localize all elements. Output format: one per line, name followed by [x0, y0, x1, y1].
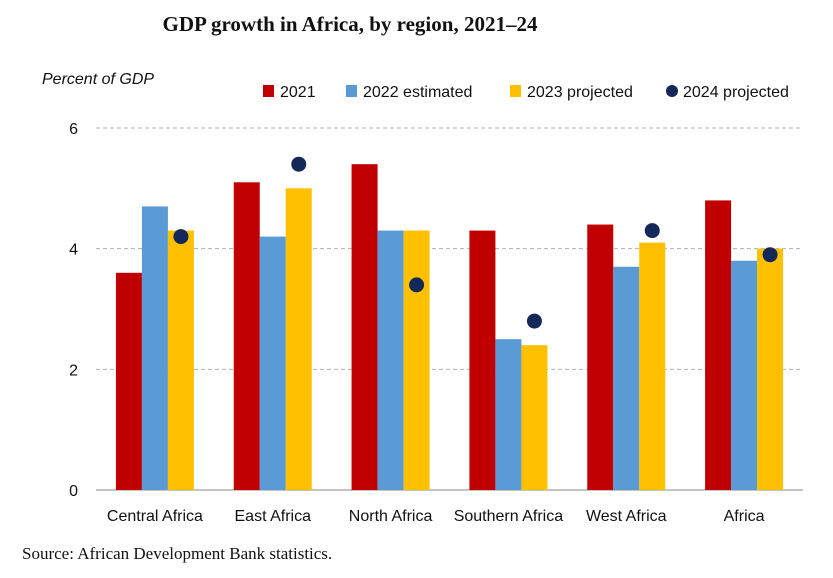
bar-2021	[587, 224, 614, 491]
bar-2021	[705, 200, 732, 490]
legend-swatch	[346, 85, 357, 97]
y-tick-labels: 0 2 4 6	[69, 121, 78, 500]
bar-2021	[115, 272, 142, 490]
x-tick-label: East Africa	[235, 508, 312, 525]
x-tick-label: West Africa	[586, 508, 667, 525]
bar-2022-estimated	[495, 339, 522, 490]
legend-swatch	[510, 85, 521, 97]
dot-2024-projected	[173, 229, 189, 245]
x-tick-label: Central Africa	[107, 508, 203, 525]
legend-swatch	[666, 85, 678, 97]
bars	[115, 164, 784, 491]
dot-2024-projected	[526, 313, 542, 329]
bar-2023-projected	[521, 345, 548, 490]
bar-2023-projected	[167, 230, 194, 491]
bar-2021	[351, 164, 378, 490]
dot-2024-projected	[644, 223, 660, 239]
x-tick-labels: Central Africa East Africa North Africa Sou…	[107, 508, 765, 525]
legend-label: 2022 estimated	[363, 84, 472, 101]
bar-2022-estimated	[731, 260, 758, 490]
bar-2021	[233, 182, 260, 491]
bar-2023-projected	[639, 242, 666, 490]
legend-label: 2023 projected	[527, 84, 633, 101]
source-note: Source: African Development Bank statist…	[22, 544, 333, 563]
y-tick-label: 2	[69, 362, 78, 379]
bar-2023-projected	[285, 188, 312, 491]
legend: 2021 2022 estimated 2023 projected 2024 pro…	[263, 84, 789, 101]
x-tick-label: Southern Africa	[454, 508, 564, 525]
bar-2022-estimated	[141, 206, 168, 490]
legend-label: 2021	[280, 84, 316, 101]
bar-2021	[469, 230, 496, 491]
y-tick-label: 4	[69, 242, 78, 259]
dot-2024-projected	[291, 156, 307, 172]
chart-title: GDP growth in Africa, by region, 2021–24	[162, 12, 538, 36]
y-axis-label: Percent of GDP	[42, 71, 154, 88]
markers-2024	[173, 156, 778, 329]
bar-2022-estimated	[613, 266, 640, 490]
bar-2022-estimated	[259, 236, 286, 490]
y-tick-label: 0	[69, 483, 78, 500]
dot-2024-projected	[762, 247, 778, 263]
legend-swatch	[263, 85, 274, 97]
bar-2022-estimated	[377, 230, 404, 491]
legend-label: 2024 projected	[683, 84, 789, 101]
y-tick-label: 6	[69, 121, 78, 138]
bar-2023-projected	[403, 230, 430, 491]
x-tick-label: Africa	[724, 508, 765, 525]
x-tick-label: North Africa	[349, 508, 433, 525]
bar-2023-projected	[757, 248, 784, 490]
gridlines	[96, 127, 803, 491]
dot-2024-projected	[409, 277, 425, 293]
